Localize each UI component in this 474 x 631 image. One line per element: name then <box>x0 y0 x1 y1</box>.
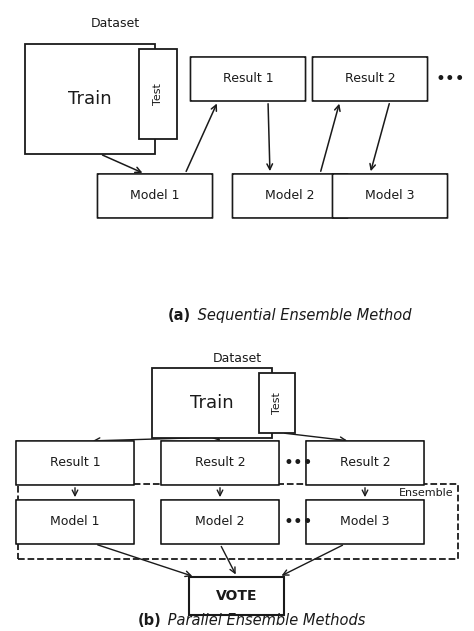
Text: Parallel Ensemble Methods: Parallel Ensemble Methods <box>163 613 365 628</box>
FancyBboxPatch shape <box>161 500 279 544</box>
Text: Test: Test <box>272 392 282 414</box>
Text: VOTE: VOTE <box>216 589 258 603</box>
Bar <box>25 44 155 154</box>
Text: Model 3: Model 3 <box>340 516 390 528</box>
FancyBboxPatch shape <box>16 500 134 544</box>
FancyBboxPatch shape <box>306 500 424 544</box>
Text: Train: Train <box>190 394 234 412</box>
Text: Sequential Ensemble Method: Sequential Ensemble Method <box>193 309 411 324</box>
Bar <box>152 368 272 438</box>
Text: Test: Test <box>153 83 163 105</box>
Text: Result 2: Result 2 <box>195 456 246 469</box>
FancyBboxPatch shape <box>232 174 347 218</box>
Text: (a): (a) <box>168 309 191 324</box>
FancyBboxPatch shape <box>312 57 428 101</box>
Text: •••: ••• <box>283 454 313 472</box>
FancyBboxPatch shape <box>98 174 212 218</box>
Text: •••: ••• <box>283 513 313 531</box>
Text: Result 1: Result 1 <box>223 73 273 85</box>
FancyBboxPatch shape <box>16 441 134 485</box>
Bar <box>259 373 295 433</box>
Text: Model 1: Model 1 <box>50 516 100 528</box>
Text: Model 2: Model 2 <box>195 516 245 528</box>
Text: Result 2: Result 2 <box>340 456 390 469</box>
FancyBboxPatch shape <box>332 174 447 218</box>
Text: Dataset: Dataset <box>91 18 139 30</box>
Text: (b): (b) <box>138 613 162 628</box>
Text: Result 1: Result 1 <box>50 456 100 469</box>
Text: Dataset: Dataset <box>212 352 262 365</box>
Text: Ensemble: Ensemble <box>400 488 454 498</box>
Bar <box>139 49 177 139</box>
Text: Train: Train <box>68 90 112 108</box>
FancyBboxPatch shape <box>161 441 279 485</box>
Bar <box>190 577 284 615</box>
FancyBboxPatch shape <box>191 57 306 101</box>
Bar <box>18 484 458 559</box>
Text: Model 3: Model 3 <box>365 189 415 203</box>
Text: •••: ••• <box>435 70 465 88</box>
FancyBboxPatch shape <box>306 441 424 485</box>
Text: Model 1: Model 1 <box>130 189 180 203</box>
Text: Result 2: Result 2 <box>345 73 395 85</box>
Text: Model 2: Model 2 <box>265 189 315 203</box>
